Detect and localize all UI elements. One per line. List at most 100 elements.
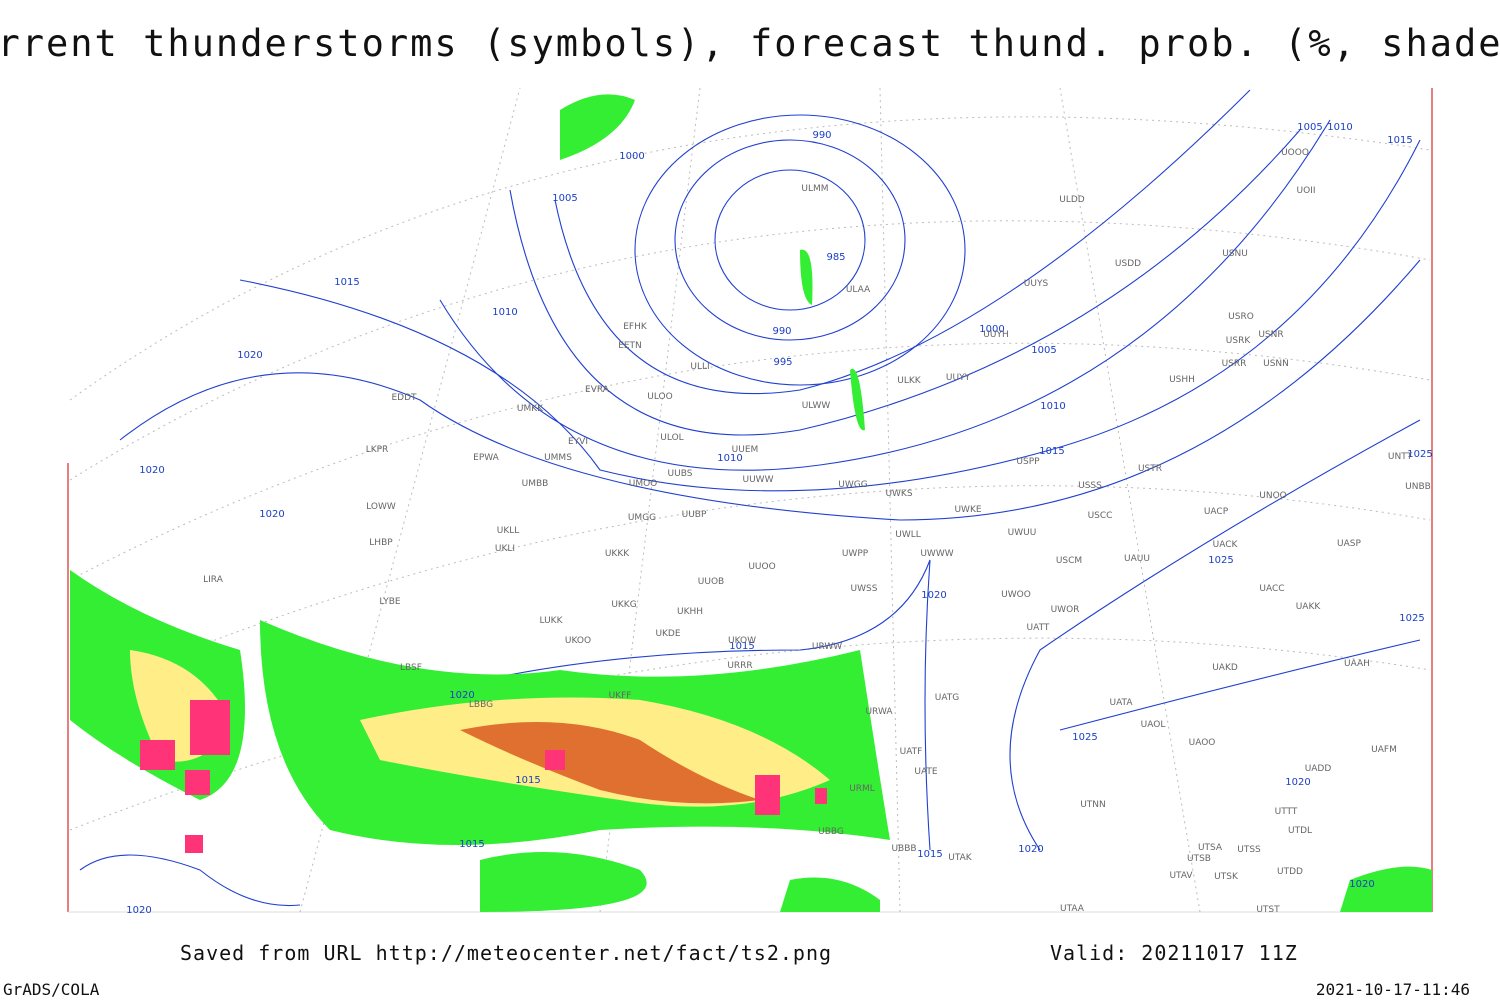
station-label: URWW — [812, 642, 842, 652]
station-label: LYBE — [379, 597, 400, 607]
valid-time: Valid: 20211017 11Z — [1050, 941, 1298, 965]
isobar-label: 1020 — [1349, 879, 1374, 890]
station-label: UTSA — [1198, 843, 1223, 853]
station-label: UATE — [914, 767, 938, 777]
station-label: UOII — [1297, 186, 1316, 196]
station-label: UUEM — [732, 445, 759, 455]
station-label: UNTT — [1388, 452, 1413, 462]
station-label: USNR — [1258, 330, 1283, 340]
station-label: UUYY — [946, 373, 971, 383]
station-label: UTAV — [1169, 871, 1193, 881]
map-title: Current thunderstorms (symbols), forecas… — [0, 22, 1500, 65]
station-label: UUOO — [748, 562, 775, 572]
station-label: UWUU — [1008, 528, 1037, 538]
station-label: URWA — [865, 707, 893, 717]
station-label: USHH — [1169, 375, 1195, 385]
station-label: EFHK — [623, 322, 648, 332]
isobar-label: 1015 — [1039, 446, 1064, 457]
station-label: ULWW — [802, 401, 831, 411]
station-label: UACC — [1259, 584, 1284, 594]
station-label: UATG — [935, 693, 960, 703]
station-label: USPP — [1016, 457, 1040, 467]
station-label: UKKK — [605, 549, 630, 559]
station-label: UADD — [1305, 764, 1332, 774]
isobar-label: 1025 — [1407, 449, 1432, 460]
isobar-label: 1000 — [619, 151, 644, 162]
station-label: UAKK — [1296, 602, 1322, 612]
station-label: UATA — [1109, 698, 1133, 708]
isobar-label: 990 — [812, 130, 831, 141]
station-label: ULAA — [846, 285, 871, 295]
station-label: UAOL — [1141, 720, 1166, 730]
station-label: UWLL — [895, 530, 921, 540]
isobar-label: 1015 — [515, 775, 540, 786]
station-label: UAAH — [1344, 659, 1370, 669]
isobar-label: 1015 — [459, 839, 484, 850]
station-label: UWGG — [838, 480, 867, 490]
station-label: UKHH — [677, 607, 703, 617]
station-label: LIRA — [203, 575, 224, 585]
station-label: USRK — [1226, 336, 1252, 346]
station-label: USNN — [1263, 359, 1289, 369]
station-label: UKLL — [497, 526, 520, 536]
station-label: UUBS — [668, 469, 693, 479]
station-label: LBBG — [469, 700, 493, 710]
isobar-label: 1010 — [492, 307, 517, 318]
station-label: UBBG — [818, 827, 844, 837]
station-label: USTR — [1138, 464, 1162, 474]
isobar-label: 1015 — [917, 849, 942, 860]
station-label: UWKE — [954, 505, 981, 515]
station-label: UMBB — [522, 479, 549, 489]
station-label: ULKK — [897, 376, 922, 386]
station-label: LBSF — [400, 663, 422, 673]
isobar-label: 1015 — [1387, 135, 1412, 146]
station-label: UMMS — [544, 453, 572, 463]
station-labels: ULMM ULDD USNU ULAA ULLI EFHK EETN EVRA ULOO UMKK… — [203, 148, 1431, 915]
station-label: UWPP — [842, 549, 869, 559]
station-label: UAUU — [1124, 554, 1150, 564]
station-label: UKLI — [495, 544, 515, 554]
isobars — [79, 89, 1421, 907]
station-label: USDD — [1115, 259, 1141, 269]
isobar-label: 1005 — [1031, 345, 1056, 356]
station-label: UASP — [1337, 539, 1361, 549]
isobar-label: 985 — [826, 252, 845, 263]
software: GrADS/COLA — [3, 980, 100, 999]
station-label: USCM — [1056, 556, 1082, 566]
station-label: UMGG — [628, 513, 656, 523]
station-label: UKDE — [655, 629, 680, 639]
isobar-label: 995 — [773, 357, 792, 368]
station-label: EETN — [618, 341, 642, 351]
station-label: ULOO — [647, 392, 672, 402]
station-label: UUOB — [698, 577, 724, 587]
station-label: UWWW — [920, 549, 953, 559]
station-label: EYVI — [568, 437, 588, 447]
station-label: UTAA — [1060, 904, 1085, 914]
isobar-label: 1020 — [259, 509, 284, 520]
station-label: UKOO — [565, 636, 591, 646]
isobar-label: 1020 — [1285, 777, 1310, 788]
station-label: UMKK — [517, 404, 544, 414]
station-label: UTAK — [948, 853, 973, 863]
station-label: UACP — [1204, 507, 1229, 517]
station-label: LKPR — [366, 445, 389, 455]
station-label: EDDT — [391, 393, 417, 403]
station-label: USNU — [1222, 249, 1248, 259]
isobar-label: 1025 — [1072, 732, 1097, 743]
isobar-label: 1020 — [139, 465, 164, 476]
isobar-label: 1020 — [449, 690, 474, 701]
station-label: URML — [849, 784, 875, 794]
station-label: UTNN — [1080, 800, 1106, 810]
station-label: UTTT — [1275, 807, 1298, 817]
station-label: LUKK — [540, 616, 564, 626]
station-label: UBBB — [891, 844, 916, 854]
isobar-label: 1015 — [334, 277, 359, 288]
station-label: UWKS — [885, 489, 912, 499]
station-label: UTDD — [1277, 867, 1303, 877]
isobar-label: 1010 — [717, 453, 742, 464]
station-label: ULMM — [801, 184, 828, 194]
station-label: UUBP — [682, 510, 707, 520]
station-label: UTSS — [1237, 845, 1261, 855]
station-label: URRR — [727, 661, 752, 671]
station-label: UAFM — [1371, 745, 1397, 755]
